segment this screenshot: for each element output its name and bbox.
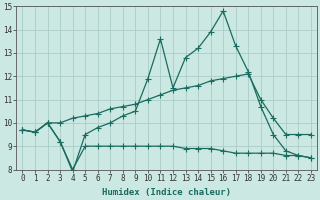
X-axis label: Humidex (Indice chaleur): Humidex (Indice chaleur) (102, 188, 231, 197)
